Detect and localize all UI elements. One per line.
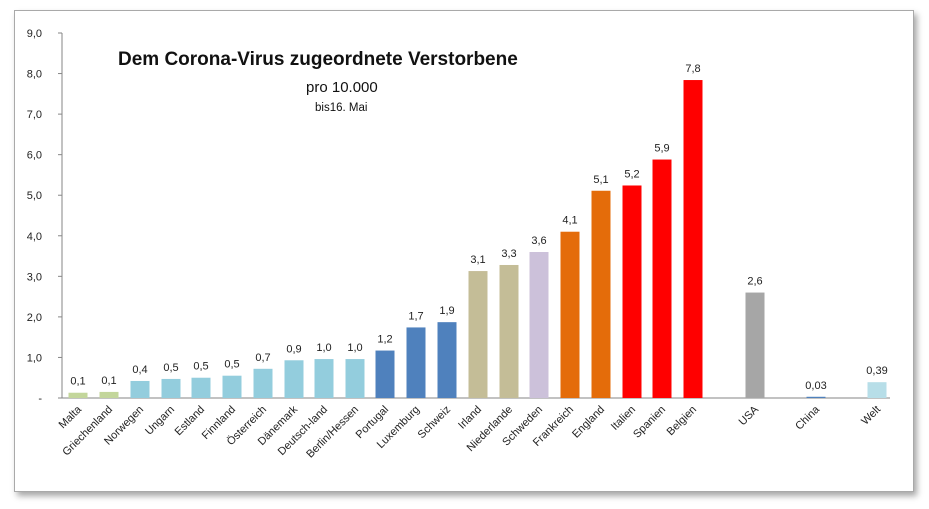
y-tick-label: 7,0 — [27, 109, 42, 121]
data-label: 5,9 — [654, 143, 669, 155]
category-labels: MaltaGriechenlandNorwegenUngarnEstlandFi… — [57, 403, 884, 461]
category-label: Ungarn — [143, 404, 177, 438]
data-label: 1,0 — [347, 342, 362, 354]
bar — [254, 369, 273, 398]
bar — [653, 160, 672, 398]
bar — [162, 379, 181, 398]
y-tick-label: 3,0 — [27, 271, 42, 283]
data-label: 0,5 — [224, 359, 239, 371]
bar — [592, 191, 611, 398]
y-tick-label: - — [38, 393, 42, 405]
bar — [807, 397, 826, 398]
bar — [407, 327, 426, 398]
y-tick-label: 5,0 — [27, 190, 42, 202]
bar — [100, 392, 119, 398]
bar — [746, 293, 765, 398]
bar — [469, 271, 488, 398]
data-label: 5,1 — [593, 174, 608, 186]
data-label: 0,1 — [70, 376, 85, 388]
data-label: 3,3 — [501, 248, 516, 260]
category-label: USA — [737, 403, 762, 428]
category-label: England — [570, 404, 607, 441]
category-label: Belgien — [665, 404, 699, 438]
bar — [315, 359, 334, 398]
category-label: Irland — [456, 404, 484, 432]
data-label: 3,6 — [531, 235, 546, 247]
bar — [192, 378, 211, 398]
y-tick-label: 2,0 — [27, 312, 42, 324]
data-label: 1,2 — [377, 334, 392, 346]
bar — [500, 265, 519, 398]
data-label: 0,39 — [866, 365, 887, 377]
bar — [346, 359, 365, 398]
data-label: 0,4 — [132, 364, 147, 376]
data-label: 3,1 — [470, 254, 485, 266]
bar — [868, 382, 887, 398]
data-label: 2,6 — [747, 276, 762, 288]
bar — [69, 393, 88, 398]
category-label: Schweiz — [416, 404, 453, 441]
category-label: Welt — [859, 404, 883, 428]
chart-date-note: bis16. Mai — [315, 102, 367, 114]
bar — [223, 376, 242, 398]
category-label: China — [793, 403, 822, 432]
data-label: 7,8 — [685, 63, 700, 75]
data-label: 1,0 — [316, 342, 331, 354]
bar — [131, 381, 150, 398]
y-tick-label: 9,0 — [27, 28, 42, 40]
bar — [561, 232, 580, 398]
y-tick-label: 1,0 — [27, 352, 42, 364]
data-label: 0,9 — [286, 343, 301, 355]
bar — [684, 80, 703, 398]
data-label: 5,2 — [624, 168, 639, 180]
bar — [623, 185, 642, 398]
bar — [376, 351, 395, 398]
y-tick-label: 8,0 — [27, 69, 42, 81]
chart-subtitle: pro 10.000 — [306, 79, 378, 96]
data-label: 4,1 — [562, 215, 577, 227]
chart-title: Dem Corona-Virus zugeordnete Verstorbene — [118, 49, 583, 71]
data-label: 0,5 — [193, 361, 208, 373]
data-label: 0,5 — [163, 362, 178, 374]
bar — [438, 322, 457, 398]
data-label: 1,9 — [439, 305, 454, 317]
data-label: 0,03 — [805, 380, 826, 392]
y-tick-label: 4,0 — [27, 231, 42, 243]
y-tick-label: 6,0 — [27, 150, 42, 162]
category-label: Spanien — [631, 404, 668, 441]
bar — [530, 252, 549, 398]
data-label: 1,7 — [408, 310, 423, 322]
category-label: Malta — [57, 403, 85, 431]
bar — [285, 360, 304, 398]
data-label: 0,7 — [255, 352, 270, 364]
data-label: 0,1 — [101, 375, 116, 387]
bars — [69, 80, 887, 398]
